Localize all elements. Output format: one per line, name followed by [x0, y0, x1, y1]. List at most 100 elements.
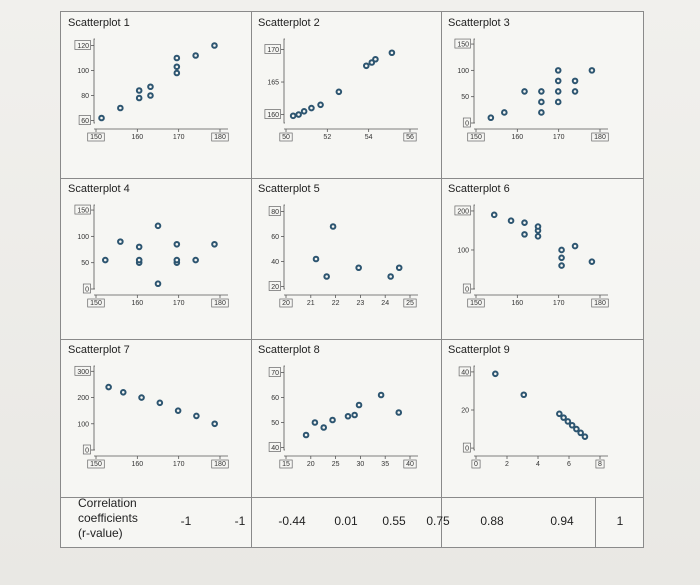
- correlation-value: 0.01: [334, 514, 358, 528]
- y-tick-label: 100: [457, 68, 469, 75]
- y-tick-label: 60: [81, 118, 89, 125]
- data-point: [211, 42, 218, 49]
- y-tick-box: [264, 109, 281, 119]
- y-tick-box: [74, 365, 91, 376]
- data-point: [521, 219, 528, 226]
- data-point: [138, 394, 145, 401]
- plot-title: Scatterplot 4: [68, 183, 130, 195]
- x-tick-box: [87, 132, 105, 142]
- x-tick-label: 24: [381, 300, 389, 307]
- data-point: [573, 425, 580, 433]
- correlation-label: Correlation coefficients (r-value): [78, 496, 138, 541]
- data-point: [577, 429, 584, 437]
- y-tick-box: [462, 283, 471, 294]
- x-tick-box: [87, 298, 105, 308]
- y-tick-label: 20: [271, 284, 279, 291]
- y-tick-label: 80: [271, 209, 279, 216]
- x-tick-label: 170: [173, 300, 185, 307]
- plot-title: Scatterplot 3: [448, 17, 510, 29]
- data-point: [211, 240, 218, 248]
- x-tick-label: 8: [598, 461, 602, 468]
- data-point: [372, 55, 379, 63]
- y-tick-box: [264, 44, 281, 54]
- correlation-label-line: coefficients: [78, 511, 138, 525]
- x-tick-label: 50: [282, 134, 290, 141]
- x-tick-label: 21: [307, 300, 315, 307]
- data-point: [329, 416, 336, 424]
- data-point: [564, 418, 572, 425]
- data-point: [501, 109, 508, 116]
- x-tick-box: [467, 298, 485, 308]
- data-point: [388, 49, 396, 57]
- y-tick-label: 60: [271, 234, 279, 241]
- y-tick-label: 300: [77, 369, 89, 376]
- correlation-value: 1: [616, 514, 624, 528]
- data-point: [317, 101, 324, 109]
- y-tick-label: 200: [457, 208, 469, 215]
- x-tick-label: 180: [594, 300, 606, 307]
- data-point: [395, 409, 403, 416]
- y-tick-box: [268, 281, 281, 291]
- correlation-value: -0.44: [278, 514, 306, 528]
- y-tick-box: [82, 283, 91, 294]
- grid-line: [441, 12, 442, 547]
- data-point: [377, 391, 385, 399]
- x-tick-label: 170: [173, 134, 185, 141]
- data-point: [289, 112, 297, 120]
- data-point: [558, 254, 565, 262]
- grid-line: [61, 178, 643, 179]
- plot-title: Scatterplot 7: [68, 344, 130, 356]
- x-tick-box: [279, 298, 293, 308]
- x-tick-label: 25: [406, 300, 414, 307]
- x-tick-box: [403, 459, 417, 469]
- data-point: [154, 222, 162, 230]
- data-point: [568, 421, 576, 429]
- data-point: [174, 407, 182, 414]
- y-tick-label: 40: [461, 369, 469, 376]
- plot-title: Scatterplot 2: [258, 17, 320, 29]
- x-tick-label: 150: [470, 300, 482, 307]
- correlation-value: -1: [180, 514, 192, 528]
- y-tick-box: [462, 117, 471, 128]
- data-point: [119, 388, 127, 396]
- y-tick-box: [454, 205, 471, 216]
- data-point: [211, 420, 218, 428]
- data-point: [147, 92, 154, 99]
- x-tick-label: 25: [332, 461, 340, 468]
- x-tick-label: 180: [214, 461, 226, 468]
- y-tick-label: 160: [267, 112, 279, 119]
- y-axis: [283, 365, 285, 451]
- x-tick-label: 170: [553, 134, 565, 141]
- scatterplot-9: Scatterplot 9 40 20 0 0 2 4 6 8: [448, 344, 608, 469]
- data-point: [300, 107, 308, 115]
- y-tick-label: 165: [267, 80, 279, 87]
- data-point: [311, 419, 319, 426]
- data-point: [588, 67, 596, 74]
- x-tick-label: 160: [511, 134, 523, 141]
- x-tick-label: 170: [553, 300, 565, 307]
- x-tick-box: [471, 459, 481, 469]
- x-tick-label: 0: [474, 461, 478, 468]
- data-point: [588, 258, 596, 265]
- y-axis: [473, 38, 475, 124]
- x-tick-label: 180: [214, 134, 226, 141]
- correlation-row: Correlation coefficients (r-value) -1 -1…: [60, 496, 642, 546]
- x-tick-label: 30: [357, 461, 365, 468]
- data-point: [117, 104, 124, 112]
- data-point: [320, 424, 328, 431]
- x-tick-label: 160: [511, 300, 523, 307]
- y-tick-label: 100: [77, 421, 89, 428]
- scatterplot-grid: [60, 11, 644, 548]
- x-tick-label: 56: [406, 134, 414, 141]
- data-point: [117, 238, 124, 245]
- x-tick-label: 160: [131, 300, 143, 307]
- x-tick-box: [279, 459, 293, 469]
- data-point: [135, 256, 143, 264]
- correlation-value: 0.55: [382, 514, 406, 528]
- x-tick-label: 180: [214, 300, 226, 307]
- data-point: [581, 433, 589, 440]
- data-point: [521, 231, 528, 238]
